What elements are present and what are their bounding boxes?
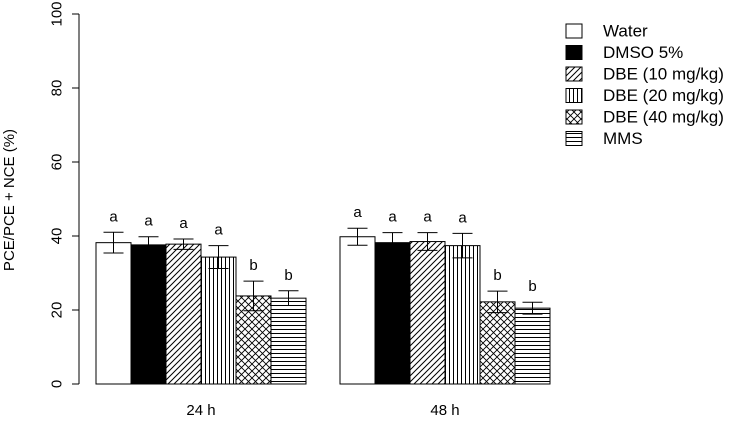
significance-label: b — [249, 257, 257, 274]
bar — [200, 256, 237, 385]
y-tick-label: 40 — [49, 228, 66, 245]
significance-label: b — [528, 278, 536, 295]
legend-item: DBE (20 mg/kg) — [565, 86, 724, 105]
error-bar — [103, 231, 124, 254]
error-bar — [487, 290, 508, 314]
error-bar — [138, 236, 159, 254]
legend-label: Water — [603, 22, 648, 41]
y-tick-label: 80 — [49, 80, 66, 97]
error-bar — [417, 232, 438, 251]
bar — [409, 241, 446, 385]
legend-item: DBE (40 mg/kg) — [565, 108, 724, 127]
significance-label: a — [214, 222, 223, 239]
significance-label: a — [353, 204, 362, 221]
bar — [514, 307, 551, 385]
significance-label: a — [423, 209, 432, 226]
significance-label: a — [144, 213, 153, 230]
significance-label: a — [388, 209, 397, 226]
legend-label: DBE (10 mg/kg) — [603, 65, 724, 84]
significance-label: b — [284, 267, 292, 284]
y-axis-label: PCE/PCE + NCE (%) — [1, 129, 18, 271]
legend-swatch — [565, 23, 583, 39]
significance-label: b — [493, 267, 501, 284]
legend-label: DBE (20 mg/kg) — [603, 86, 724, 105]
significance-label: a — [109, 208, 118, 225]
legend-swatch — [565, 45, 583, 60]
error-bar — [243, 280, 264, 312]
y-tick-label: 100 — [49, 1, 66, 26]
error-bar — [452, 232, 473, 259]
legend-item: MMS — [565, 129, 643, 148]
legend-item: DBE (10 mg/kg) — [565, 65, 724, 84]
error-bar — [382, 232, 403, 254]
legend: Water DMSO 5% DBE (10 mg/kg) DBE (20 mg/kg)… — [565, 22, 724, 148]
error-bar — [522, 301, 543, 315]
legend-swatch — [565, 109, 583, 125]
legend-label: DMSO 5% — [603, 43, 683, 62]
significance-label: a — [458, 209, 467, 226]
legend-item: DMSO 5% — [565, 43, 683, 62]
bars-group: a a a a b b a a a a b b — [95, 204, 551, 385]
y-axis: 0 20 40 60 80 100 — [49, 1, 80, 388]
legend-label: MMS — [603, 129, 643, 148]
legend-swatch — [565, 66, 583, 82]
bar — [444, 245, 481, 385]
error-bar — [208, 245, 229, 270]
x-tick-label: 48 h — [430, 402, 459, 419]
x-tick-label: 24 h — [186, 402, 215, 419]
bar — [270, 297, 307, 385]
y-tick-label: 0 — [49, 380, 66, 388]
legend-label: DBE (40 mg/kg) — [603, 108, 724, 127]
bar — [374, 242, 411, 385]
legend-item: Water — [565, 22, 648, 41]
legend-swatch — [565, 131, 583, 146]
x-axis: 24 h 48 h — [186, 402, 459, 419]
bar — [95, 242, 132, 385]
error-bar — [278, 290, 299, 307]
bar — [479, 301, 516, 385]
y-tick-label: 60 — [49, 154, 66, 171]
significance-label: a — [179, 215, 188, 232]
error-bar — [173, 238, 194, 250]
legend-swatch — [565, 88, 583, 103]
bar — [130, 244, 167, 385]
bar — [339, 236, 376, 385]
bar — [165, 243, 202, 385]
y-tick-label: 20 — [49, 302, 66, 319]
error-bar — [347, 227, 368, 246]
